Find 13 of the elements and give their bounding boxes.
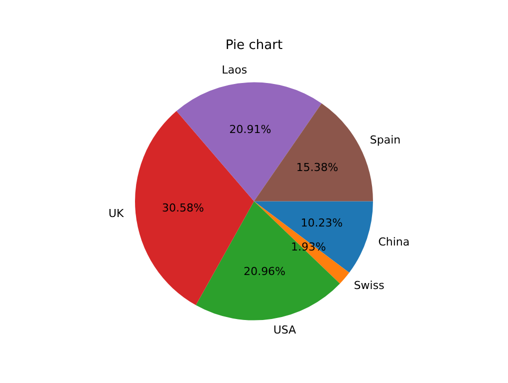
slice-label: Laos [222, 63, 248, 76]
data-label: 10.23% [300, 216, 343, 230]
slice-label: China [378, 236, 410, 249]
data-label: 15.38% [296, 160, 338, 174]
slice-label: UK [108, 207, 125, 220]
data-label: 30.58% [162, 201, 204, 214]
data-label: 20.91% [229, 122, 272, 136]
data-label: 1.93% [290, 240, 326, 254]
chart-title: Pie chart [225, 38, 283, 54]
slice-label: Spain [370, 133, 401, 146]
slice-label: USA [273, 324, 297, 337]
data-label: 20.96% [244, 264, 286, 278]
slice-label: Swiss [354, 278, 385, 292]
